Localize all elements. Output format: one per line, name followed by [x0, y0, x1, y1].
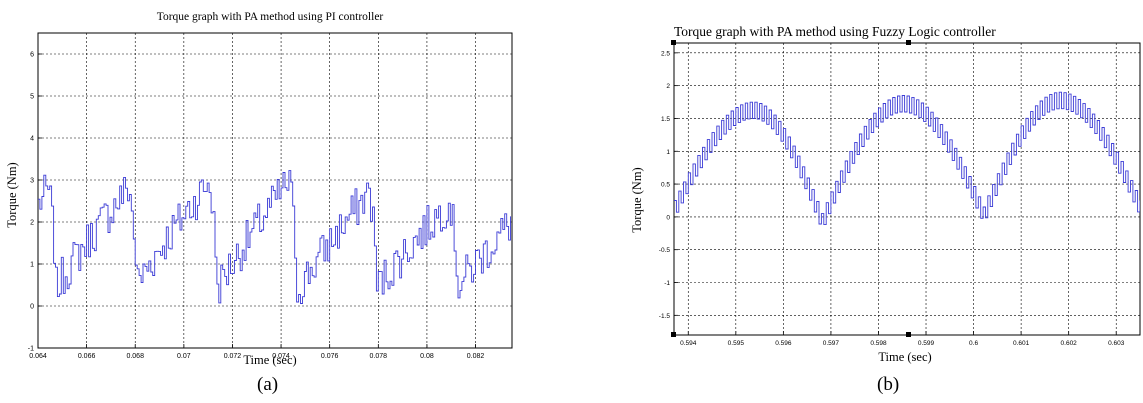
- xlabel-a: Time (sec): [243, 353, 296, 367]
- marker-square: [671, 40, 676, 45]
- xlabel-b: Time (sec): [878, 350, 931, 364]
- chart-a: 0.064 0.066 0.068 0.07 0.072 0.074 0.076 0.078 0…: [5, 11, 513, 367]
- x-tick-label: 0.074: [272, 353, 290, 360]
- x-ticks-a: 0.064 0.066 0.068 0.07 0.072 0.074 0.076 0.078 0…: [29, 344, 484, 360]
- ylabel-b: Torque (Nm): [630, 167, 644, 232]
- y-tick-label: 2: [30, 220, 34, 227]
- y-tick-label: -1: [664, 280, 670, 287]
- x-tick-label: 0.603: [1108, 340, 1125, 347]
- x-tick-label: 0.064: [29, 353, 47, 360]
- y-tick-label: 1.5: [661, 116, 670, 123]
- panel-label-b: (b): [877, 374, 900, 395]
- x-tick-label: 0.082: [467, 353, 485, 360]
- x-tick-label: 0.594: [680, 340, 697, 347]
- x-tick-label: 0.066: [78, 353, 96, 360]
- y-tick-label: 0: [666, 214, 670, 221]
- y-tick-label: -0.5: [659, 247, 671, 254]
- y-tick-label: 4: [30, 136, 34, 143]
- x-tick-label: 0.076: [321, 353, 339, 360]
- x-tick-label: 0.068: [126, 353, 144, 360]
- panel-label-a: (a): [257, 374, 279, 395]
- marker-square: [671, 332, 676, 337]
- x-tick-label: 0.6: [969, 340, 978, 347]
- x-ticks-b: 0.594 0.595 0.596 0.597 0.598 0.599 0.6 0.601 0.…: [680, 331, 1125, 347]
- x-tick-label: 0.595: [728, 340, 745, 347]
- y-tick-label: 5: [30, 94, 34, 101]
- chart-b: 0.594 0.595 0.596 0.597 0.598 0.599 0.6 0.601 0.…: [630, 24, 1141, 364]
- y-tick-label: 3: [30, 178, 34, 185]
- x-tick-label: 0.07: [177, 353, 191, 360]
- x-tick-label: 0.596: [775, 340, 792, 347]
- grid-a: [37, 33, 512, 349]
- x-tick-label: 0.597: [823, 340, 840, 347]
- torque-line-a: [38, 170, 511, 304]
- y-ticks-a: -1 0 1 2 3 4 5 6: [28, 52, 42, 353]
- marker-square: [906, 332, 911, 337]
- x-tick-label: 0.601: [1013, 340, 1030, 347]
- y-tick-label: 2: [666, 83, 670, 90]
- x-tick-label: 0.072: [224, 353, 242, 360]
- y-tick-label: 0: [30, 304, 34, 311]
- x-tick-label: 0.078: [370, 353, 388, 360]
- y-tick-label: -1: [28, 346, 34, 353]
- y-tick-label: 2.5: [661, 50, 670, 57]
- plot-area-b: [673, 42, 1141, 336]
- x-tick-label: 0.599: [918, 340, 935, 347]
- x-tick-label: 0.08: [420, 353, 434, 360]
- y-tick-label: -1.5: [659, 313, 671, 320]
- x-tick-label: 0.602: [1061, 340, 1078, 347]
- x-tick-label: 0.598: [870, 340, 887, 347]
- torque-line-b: [674, 91, 1140, 226]
- y-tick-label: 6: [30, 52, 34, 59]
- title-b: Torque graph with PA method using Fuzzy …: [674, 24, 996, 39]
- title-a: Torque graph with PA method using PI con…: [157, 11, 384, 23]
- y-ticks-b: -1.5 -1 -0.5 0 0.5 1 1.5 2 2.5: [659, 50, 678, 320]
- marker-square: [906, 40, 911, 45]
- y-tick-label: 1: [666, 149, 670, 156]
- grid-b: [674, 43, 1140, 335]
- ylabel-a: Torque (Nm): [5, 162, 19, 227]
- y-tick-label: 0.5: [661, 182, 670, 189]
- y-tick-label: 1: [30, 262, 34, 269]
